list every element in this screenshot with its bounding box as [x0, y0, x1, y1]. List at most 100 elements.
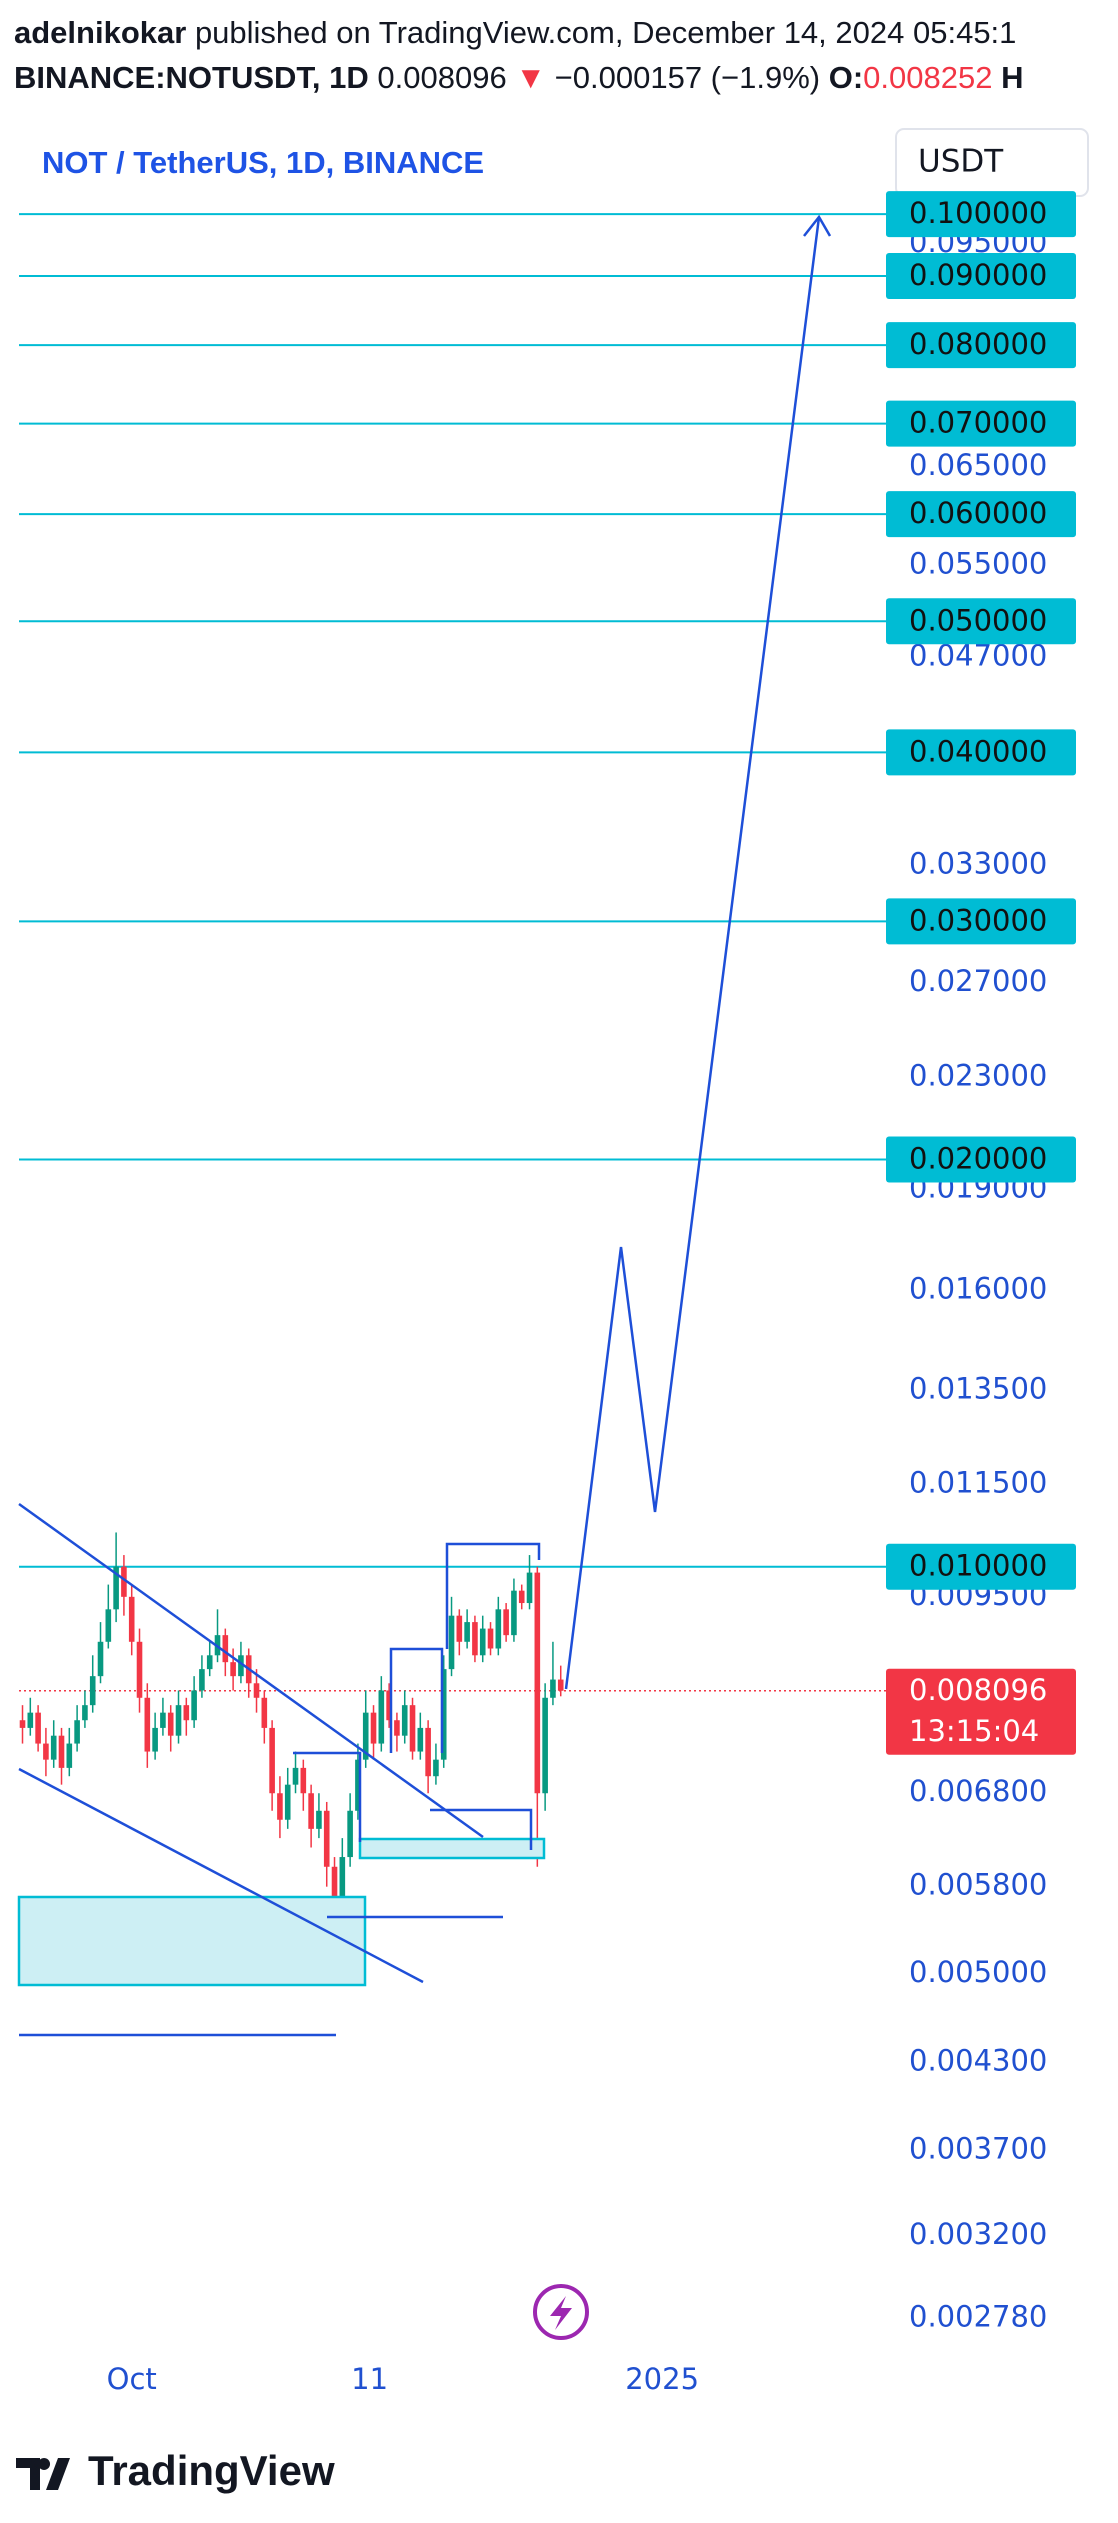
brand-logo: [16, 2458, 70, 2490]
y-tick-label: 0.005800: [909, 1868, 1047, 1902]
level-box: [886, 252, 1076, 299]
level-label: 0.060000: [909, 496, 1047, 530]
candle-body: [277, 1793, 283, 1820]
candle-body: [479, 1628, 486, 1656]
projection-arrow: [803, 214, 832, 237]
candle-body: [370, 1712, 377, 1744]
level-box: [886, 1136, 1076, 1183]
candle-body: [495, 1609, 502, 1649]
candle-body: [43, 1743, 49, 1760]
y-tick-label: 0.065000: [909, 448, 1047, 482]
candle-body: [222, 1635, 229, 1663]
header-line-2: BINANCE:NOTUSDT, 1D 0.008096 ▼ −0.000157…: [14, 60, 1024, 95]
level-label: 0.080000: [909, 327, 1047, 361]
candle-body: [199, 1669, 205, 1691]
candle-body: [160, 1712, 166, 1728]
chart-title: NOT / TetherUS, 1D, BINANCE: [42, 145, 484, 180]
publisher: adelnikokar: [14, 15, 186, 50]
high-label: H: [1001, 60, 1023, 95]
y-tick-label: 0.047000: [909, 639, 1047, 673]
candle-body: [331, 1866, 338, 1908]
zone-box: [17, 1895, 367, 1987]
last-price-label: 0.008096: [909, 1673, 1047, 1707]
candle-body: [58, 1735, 65, 1768]
candle-body: [97, 1641, 104, 1677]
candle-body: [339, 1857, 346, 1908]
candle-body: [440, 1669, 447, 1760]
y-tick-label: 0.004300: [909, 2043, 1047, 2077]
y-tick-label: 0.027000: [909, 964, 1047, 998]
candle-body: [284, 1784, 291, 1820]
level-box: [886, 491, 1076, 538]
candle-body: [74, 1720, 80, 1744]
candle-body: [456, 1615, 463, 1642]
currency-label: USDT: [918, 144, 1004, 180]
level-label: 0.040000: [909, 734, 1047, 768]
candle-body: [542, 1697, 548, 1794]
candle-body: [464, 1622, 470, 1642]
candle-body: [433, 1759, 439, 1777]
level-box: [886, 598, 1076, 645]
change: −0.000157 (−1.9%): [555, 60, 820, 95]
candle-body: [238, 1655, 244, 1677]
candle-body: [152, 1727, 158, 1752]
y-tick-label: 0.003200: [909, 2217, 1047, 2251]
step-box: [445, 1542, 541, 1649]
level-box: [886, 322, 1076, 369]
level-label: 0.050000: [909, 603, 1047, 637]
x-tick-label: 11: [351, 2362, 388, 2396]
y-tick-label: 0.055000: [909, 546, 1047, 580]
candle-body: [35, 1712, 41, 1744]
candle-body: [550, 1679, 556, 1698]
candle-body: [261, 1697, 268, 1728]
candle-body: [448, 1615, 455, 1670]
candle-body: [557, 1679, 564, 1691]
y-tick-label: 0.002780: [909, 2300, 1047, 2334]
open-label: O:: [829, 60, 863, 95]
y-tick-label: 0.005000: [909, 1955, 1047, 1989]
candle-body: [121, 1566, 127, 1597]
candle-body: [362, 1712, 369, 1760]
candle-body: [394, 1720, 400, 1736]
level-label: 0.020000: [909, 1142, 1047, 1176]
brand-name: TradingView: [88, 2447, 335, 2494]
level-label: 0.100000: [909, 196, 1047, 230]
y-tick-label: 0.003700: [909, 2132, 1047, 2166]
candle-body: [526, 1572, 533, 1604]
level-label: 0.070000: [909, 406, 1047, 440]
candle-body: [269, 1727, 275, 1794]
y-tick-label: 0.023000: [909, 1058, 1047, 1092]
candle-body: [89, 1676, 96, 1706]
level-label: 0.030000: [909, 903, 1047, 937]
candle-body: [105, 1609, 112, 1642]
direction: ▼: [515, 60, 546, 95]
candle-body: [300, 1767, 307, 1794]
open: 0.008252: [863, 60, 992, 95]
candle-body: [316, 1810, 322, 1829]
candle-body: [136, 1641, 143, 1698]
candle-body: [253, 1683, 260, 1698]
candle-body: [82, 1705, 88, 1721]
candle-body: [401, 1705, 408, 1736]
countdown: 13:15:04: [909, 1714, 1039, 1748]
candle-body: [128, 1596, 135, 1642]
level-box: [886, 898, 1076, 945]
x-tick-label: 2025: [625, 2362, 699, 2396]
y-tick-label: 0.033000: [909, 846, 1047, 880]
candle-body: [511, 1590, 517, 1636]
candle-body: [503, 1609, 509, 1636]
candle-body: [113, 1566, 119, 1610]
axis-labels: 0.0950000.0650000.0550000.0470000.033000…: [107, 191, 1076, 2396]
candle-body: [534, 1572, 541, 1794]
levels: [19, 213, 886, 1692]
candle-body: [308, 1793, 314, 1829]
candle-body: [66, 1743, 73, 1768]
level-label: 0.010000: [909, 1549, 1047, 1583]
candle-body: [425, 1727, 431, 1777]
projection-path: [564, 216, 821, 1690]
candle-body: [323, 1810, 330, 1867]
symbol: BINANCE:NOTUSDT, 1D: [14, 60, 369, 95]
candle-body: [487, 1628, 494, 1649]
candle-body: [206, 1655, 213, 1670]
